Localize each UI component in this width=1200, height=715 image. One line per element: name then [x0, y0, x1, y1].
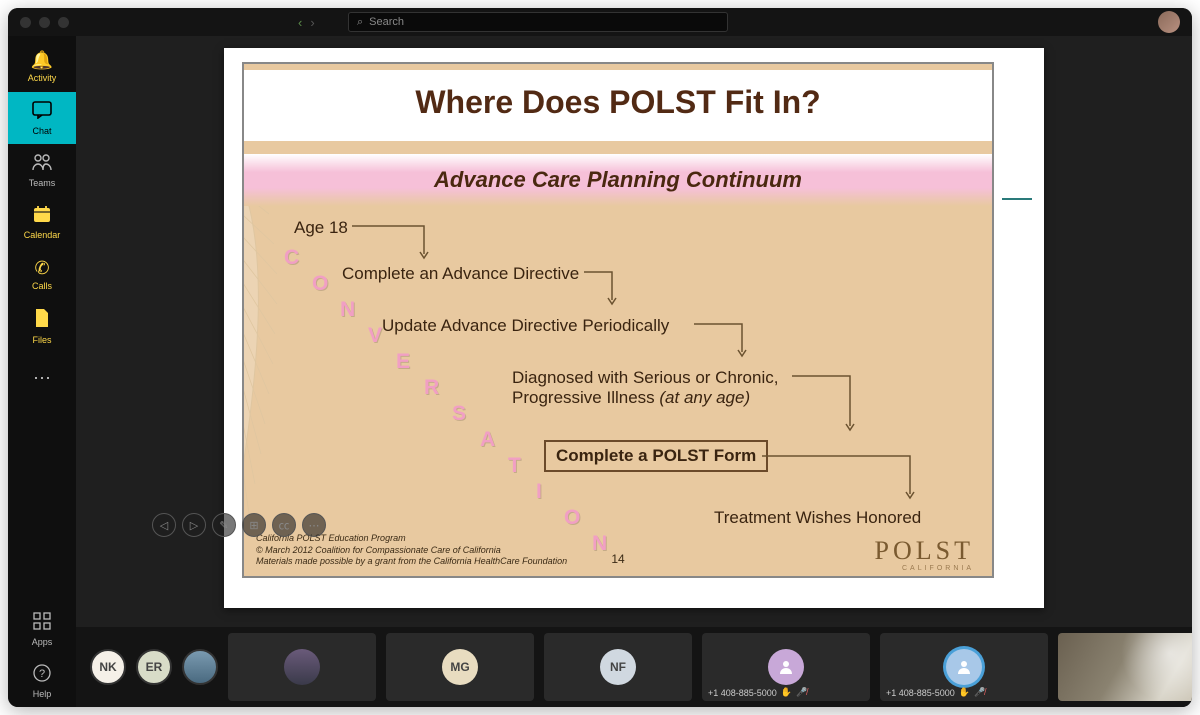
participant-photo-1[interactable] [182, 649, 218, 685]
connector-5 [762, 454, 922, 504]
slide-footer: California POLST Education Program © Mar… [256, 533, 567, 568]
connector-3 [694, 322, 754, 362]
mic-off-icon: 🎤̸ [796, 687, 807, 698]
rail-activity[interactable]: 🔔 Activity [8, 40, 76, 92]
rail-help[interactable]: ? Help [8, 655, 76, 707]
slide-body: Where Does POLST Fit In? Advance Care Pl… [242, 62, 994, 578]
phone-label-1: +1 408-885-5000 ✋ 🎤̸ [708, 687, 807, 698]
search-input[interactable]: ⌕ Search [348, 12, 728, 32]
avatar-phone-2 [946, 649, 982, 685]
participant-strip: NK ER MG NF +1 408-885-5000 [76, 627, 1192, 707]
flow-steps: Age 18 Complete an Advance Directive Upd… [264, 212, 972, 546]
avatar-nf: NF [600, 649, 636, 685]
avatar-mg: MG [442, 649, 478, 685]
rail-files[interactable]: Files [8, 300, 76, 352]
rail-more[interactable]: ⋯ [8, 352, 76, 404]
participant-tile-2[interactable]: MG [386, 633, 534, 701]
step-6: Treatment Wishes Honored [714, 508, 921, 528]
connector-4 [792, 374, 862, 436]
slide: Where Does POLST Fit In? Advance Care Pl… [224, 48, 1044, 608]
rail-chat[interactable]: Chat [8, 92, 76, 144]
calendar-icon [32, 205, 52, 228]
conv-letter: E [396, 350, 410, 374]
participant-tile-1[interactable] [228, 633, 376, 701]
conv-letter: C [284, 246, 299, 270]
content-area: Where Does POLST Fit In? Advance Care Pl… [76, 36, 1192, 707]
more-controls-button[interactable]: ⋯ [302, 513, 326, 537]
connector-1 [352, 224, 432, 264]
search-icon: ⌕ [357, 16, 363, 29]
brand-logo: POLST [875, 536, 974, 566]
phone-label-2: +1 408-885-5000 ✋ 🎤̸ [886, 687, 985, 698]
left-rail: 🔔 Activity Chat Teams Calendar [8, 36, 76, 707]
decor-line [1002, 198, 1032, 200]
chat-icon [32, 101, 52, 124]
participant-tile-3[interactable]: NF [544, 633, 692, 701]
body: 🔔 Activity Chat Teams Calendar [8, 36, 1192, 707]
step-5: Complete a POLST Form [544, 440, 768, 472]
participant-er[interactable]: ER [136, 649, 172, 685]
titlebar: ‹› ⌕ Search [8, 8, 1192, 36]
help-icon: ? [33, 664, 51, 687]
more-icon: ⋯ [33, 368, 51, 389]
room-camera-tile[interactable] [1058, 633, 1192, 701]
forward-icon[interactable]: › [310, 15, 314, 30]
conv-letter: S [452, 402, 466, 426]
rail-calendar[interactable]: Calendar [8, 196, 76, 248]
participant-tile-4[interactable]: +1 408-885-5000 ✋ 🎤̸ [702, 633, 870, 701]
pen-button[interactable]: ✎ [212, 513, 236, 537]
conv-letter: N [592, 532, 607, 556]
slide-number: 14 [611, 552, 624, 566]
grid-button[interactable]: ⊞ [242, 513, 266, 537]
window-controls[interactable] [20, 17, 69, 28]
brand-subtitle: CALIFORNIA [902, 565, 974, 572]
step-4: Diagnosed with Serious or Chronic, Progr… [512, 368, 778, 408]
hand-icon: ✋ [959, 687, 970, 698]
rail-calls[interactable]: ✆ Calls [8, 248, 76, 300]
conv-letter: I [536, 480, 542, 504]
files-icon [34, 308, 50, 333]
profile-avatar[interactable] [1158, 11, 1180, 33]
participant-tile-5[interactable]: +1 408-885-5000 ✋ 🎤̸ [880, 633, 1048, 701]
rail-apps[interactable]: Apps [8, 603, 76, 655]
teams-icon [31, 153, 53, 176]
subtitle-band: Advance Care Planning Continuum [244, 154, 992, 206]
search-placeholder: Search [369, 16, 404, 28]
avatar-photo [284, 649, 320, 685]
step-3: Update Advance Directive Periodically [382, 316, 669, 336]
rail-teams[interactable]: Teams [8, 144, 76, 196]
slide-subtitle: Advance Care Planning Continuum [434, 167, 802, 193]
conv-letter: N [340, 298, 355, 322]
conv-letter: R [424, 376, 439, 400]
avatar-phone-1 [768, 649, 804, 685]
participant-nk[interactable]: NK [90, 649, 126, 685]
conv-letter: O [564, 506, 580, 530]
subtitle-button[interactable]: ㏄ [272, 513, 296, 537]
phone-icon: ✆ [34, 258, 49, 279]
svg-text:?: ? [39, 668, 45, 680]
slide-title: Where Does POLST Fit In? [244, 70, 992, 141]
nav-arrows[interactable]: ‹› [298, 15, 315, 30]
conv-letter: O [312, 272, 328, 296]
conv-letter: V [368, 324, 382, 348]
step-2: Complete an Advance Directive [342, 264, 579, 284]
prev-slide-button[interactable]: ◁ [152, 513, 176, 537]
back-icon[interactable]: ‹ [298, 15, 302, 30]
presenter-controls: ◁ ▷ ✎ ⊞ ㏄ ⋯ [152, 513, 326, 537]
conv-letter: T [508, 454, 521, 478]
bell-icon: 🔔 [31, 50, 53, 71]
conv-letter: A [480, 428, 495, 452]
apps-icon [33, 612, 51, 635]
connector-2 [584, 270, 624, 310]
app-window: ‹› ⌕ Search 🔔 Activity Chat Teams [8, 8, 1192, 707]
step-1: Age 18 [294, 218, 348, 238]
next-slide-button[interactable]: ▷ [182, 513, 206, 537]
hand-icon: ✋ [781, 687, 792, 698]
shared-screen: Where Does POLST Fit In? Advance Care Pl… [76, 36, 1192, 627]
mic-off-icon: 🎤̸ [974, 687, 985, 698]
